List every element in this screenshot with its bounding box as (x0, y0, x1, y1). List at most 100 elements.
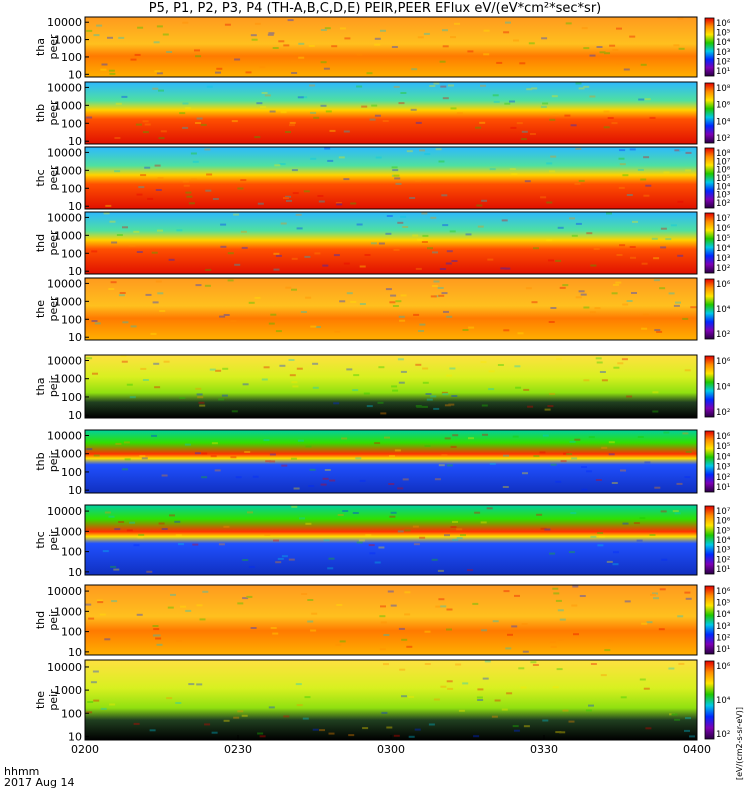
colorbar-tick-label: 10⁵ (716, 29, 730, 39)
panel-label-probe: thd (34, 611, 47, 629)
y-tick-label: 100 (61, 626, 82, 639)
x-tick-label: 0230 (224, 743, 252, 756)
y-tick-label: 1000 (54, 164, 82, 177)
colorbar-tick-label: 10⁶ (716, 224, 731, 234)
colorbar-tick-label: 10² (716, 134, 730, 144)
colorbar-tick-label: 10⁶ (716, 517, 731, 527)
y-tick-label: 10 (68, 646, 82, 659)
colorbar-tick-label: 10⁴ (716, 383, 731, 393)
colorbar-tick-label: 10¹ (716, 67, 730, 77)
x-axis: 0200 0230 0300 0330 0400 (71, 735, 711, 756)
spectrogram-image (85, 505, 697, 575)
y-tick-label: 10000 (47, 146, 82, 159)
x-tick-label: 0400 (683, 743, 711, 756)
y-tick-label: 100 (61, 182, 82, 195)
y-tick-label: 10 (68, 566, 82, 579)
colorbar (704, 430, 715, 493)
spectrogram-image (85, 585, 697, 655)
time-unit-label: hhmm (4, 765, 40, 778)
colorbar-tick-label: 10³ (716, 254, 730, 264)
panel-label-probe: tha (34, 38, 47, 56)
colorbar-axis-label: [eV/(cm2-s-sr-eV)] (735, 707, 744, 780)
y-tick-label: 1000 (54, 295, 82, 308)
colorbar-tick-label: 10⁶ (716, 662, 731, 672)
colorbar-tick-label: 10² (716, 473, 730, 483)
colorbar-tick-label: 10² (716, 408, 730, 418)
x-tick-label: 0300 (377, 743, 405, 756)
spectrogram-texture (85, 585, 692, 653)
y-tick-label: 10000 (47, 354, 82, 367)
colorbar-tick-label: 10⁴ (716, 38, 731, 48)
colorbar-tick-label: 10⁷ (716, 157, 731, 167)
colorbar-tick-label: 10⁶ (716, 432, 731, 442)
spectrogram-texture (86, 431, 692, 491)
colorbar-tick-label: 10⁴ (716, 452, 731, 462)
panel-label-instrument: peir (47, 529, 60, 551)
spectrogram-texture (91, 212, 684, 271)
colorbar-tick-label: 10⁴ (716, 305, 731, 315)
panel-label-instrument: peer (47, 100, 60, 126)
colorbar-tick-label: 10⁴ (716, 244, 731, 254)
y-tick-label: 100 (61, 466, 82, 479)
y-tick-label: 1000 (54, 229, 82, 242)
colorbar-tick-label: 10³ (716, 48, 730, 58)
colorbar-tick-label: 10⁶ (716, 166, 731, 176)
panel-label-instrument: peer (47, 296, 60, 322)
colorbar (704, 17, 715, 77)
y-tick-label: 1000 (54, 34, 82, 47)
y-tick-label: 10000 (47, 16, 82, 29)
colorbar (704, 505, 715, 575)
colorbar-tick-label: 10⁷ (716, 507, 731, 517)
y-tick-label: 10 (68, 200, 82, 213)
y-tick-label: 1000 (54, 448, 82, 461)
colorbar-tick-label: 10⁴ (716, 182, 731, 192)
y-tick-label: 10 (68, 730, 82, 743)
colorbar (704, 147, 715, 209)
y-tick-label: 10 (68, 484, 82, 497)
colorbar (704, 660, 715, 740)
colorbar-tick-label: 10⁵ (716, 442, 730, 452)
panel-label-probe: thd (34, 234, 47, 252)
spectrogram-image (85, 147, 697, 209)
colorbar-tick-label: 10² (716, 633, 730, 643)
y-tick-label: 10 (68, 409, 82, 422)
panel-label-instrument: peer (47, 34, 60, 60)
spectrogram-image (85, 17, 697, 77)
panel-label-instrument: peir (47, 689, 60, 711)
panel-label-instrument: peer (47, 230, 60, 256)
panel-label-instrument: peir (47, 609, 60, 631)
colorbar (704, 355, 715, 418)
colorbar-tick-label: 10⁴ (716, 117, 731, 127)
y-tick-label: 100 (61, 707, 82, 720)
panel-label-probe: thc (34, 169, 47, 186)
y-tick-label: 1000 (54, 525, 82, 538)
x-tick-label: 0200 (71, 743, 99, 756)
spectrogram-texture (102, 505, 681, 573)
spectrogram-image (85, 278, 697, 340)
spectrogram-texture (86, 17, 685, 75)
colorbar-tick-label: 10⁴ (716, 536, 731, 546)
colorbar (704, 82, 715, 144)
y-tick-label: 100 (61, 313, 82, 326)
colorbar-tick-label: 10² (716, 330, 730, 340)
spectrogram-image (85, 430, 697, 493)
panel-label-probe: the (34, 691, 47, 709)
colorbar (704, 212, 715, 274)
y-tick-label: 100 (61, 51, 82, 64)
spectrogram-image (85, 212, 697, 274)
colorbar-tick-label: 10⁶ (716, 280, 731, 290)
y-tick-label: 10 (68, 265, 82, 278)
colorbar-tick-label: 10⁸ (716, 84, 731, 94)
panel-the-peir: 10 100 1000 10000 the peir 10⁶ 10⁴ 10² (34, 659, 731, 743)
colorbar-tick-label: 10⁶ (716, 357, 731, 367)
panel-label-instrument: peir (47, 450, 60, 472)
plot-title: P5, P1, P2, P3, P4 (TH-A,B,C,D,E) PEIR,P… (148, 1, 602, 16)
colorbar-tick-label: 10¹ (716, 483, 730, 493)
